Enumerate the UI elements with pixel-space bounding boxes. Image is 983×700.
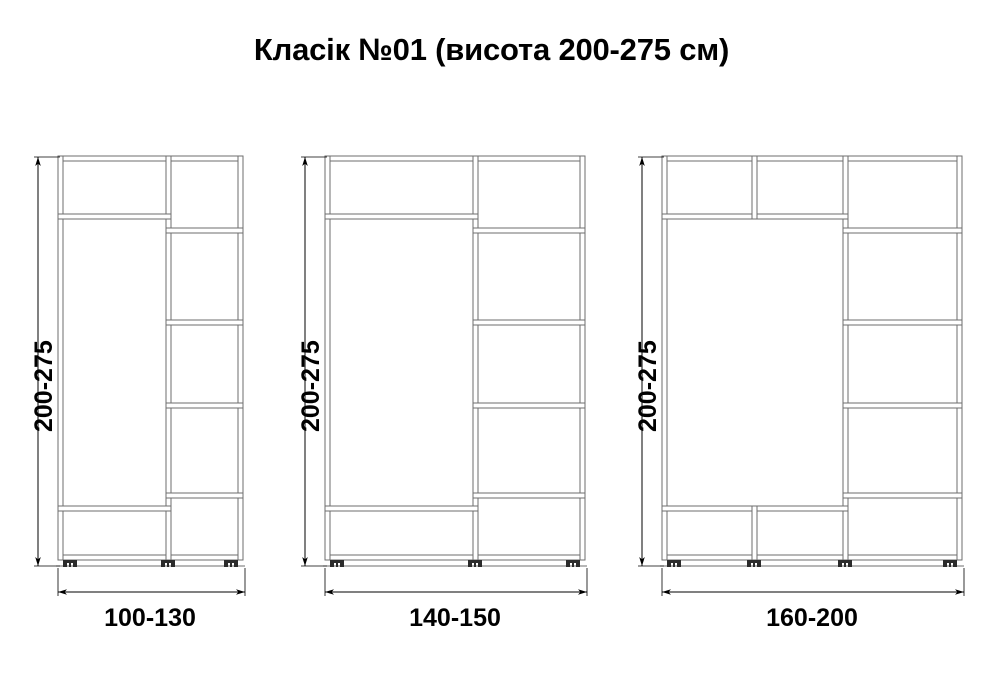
wardrobe-2-left-bottom-shelf [324,505,479,512]
wardrobe-1-right-shelf-3 [165,402,244,409]
wardrobe-leg [747,560,761,567]
wardrobe-1-right-shelf-1 [165,227,244,234]
wardrobe-3-right-side-panel [956,155,963,561]
wardrobe-leg [330,560,344,567]
wardrobe-1-left-bottom-shelf [57,505,172,512]
wardrobe-2-right-shelf-4 [472,492,586,499]
wardrobe-2-right-shelf-1 [472,227,586,234]
wardrobe-2-right-shelf-3 [472,402,586,409]
wardrobe-leg [224,560,238,567]
wardrobe-3-right-shelf-4 [842,492,963,499]
height-label-wardrobe-1: 200-275 [30,340,58,432]
wardrobe-3-bottom-panel [661,554,963,561]
wardrobe-3-top-panel [661,155,963,162]
wardrobe-2-left-top-shelf [324,213,479,220]
wardrobe-3-right-shelf-2 [842,319,963,326]
wardrobe-1-left-side-panel [57,155,64,561]
height-label-wardrobe-3: 200-275 [634,340,662,432]
wardrobe-1-right-shelf-2 [165,319,244,326]
wardrobe-leg [468,560,482,567]
wardrobe-leg [667,560,681,567]
wardrobe-leg [63,560,77,567]
page-title: Класік №01 (висота 200-275 см) [253,32,730,67]
wardrobe-1-bottom-panel [57,554,244,561]
wardrobe-3-right-shelf-1 [842,227,963,234]
wardrobe-2-right-shelf-2 [472,319,586,326]
width-label-wardrobe-3: 160-200 [766,604,858,632]
wardrobe-3-left-side-panel [661,155,668,561]
wardrobe-3-top-sub-divider [751,155,758,220]
wardrobe-1-left-top-shelf [57,213,172,220]
width-label-wardrobe-1: 100-130 [104,604,196,632]
wardrobe-3-right-shelf-3 [842,402,963,409]
wardrobe-3-bottom-sub-divider [751,505,758,561]
wardrobe-leg [566,560,580,567]
wardrobe-2-top-panel [324,155,586,162]
width-label-wardrobe-2: 140-150 [409,604,501,632]
wardrobe-leg [161,560,175,567]
wardrobe-2-right-side-panel [579,155,586,561]
height-label-wardrobe-2: 200-275 [297,340,325,432]
wardrobe-1-right-side-panel [237,155,244,561]
wardrobe-leg [838,560,852,567]
wardrobe-2-left-side-panel [324,155,331,561]
wardrobe-1-top-panel [57,155,244,162]
wardrobe-2-bottom-panel [324,554,586,561]
wardrobe-leg [943,560,957,567]
wardrobe-1-right-shelf-4 [165,492,244,499]
